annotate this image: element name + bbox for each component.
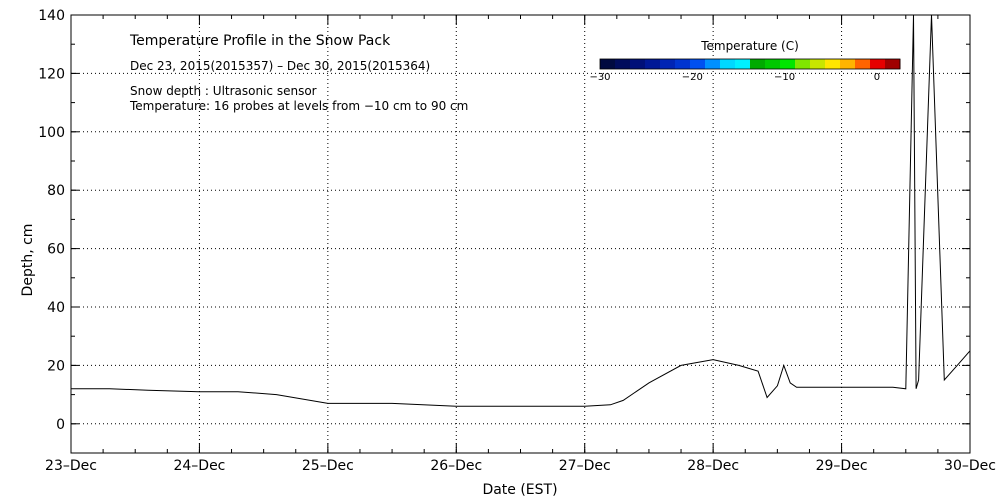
colorbar-cell	[720, 59, 736, 69]
colorbar-frame	[599, 58, 901, 70]
note-temperature: Temperature: 16 probes at levels from −1…	[129, 99, 468, 113]
x-tick-label: 27–Dec	[559, 458, 611, 474]
colorbar-cell	[705, 59, 721, 69]
x-tick-label: 30–Dec	[944, 458, 996, 474]
note-snow-depth: Snow depth : Ultrasonic sensor	[130, 84, 317, 98]
colorbar-cell	[810, 59, 826, 69]
x-tick-label: 24–Dec	[173, 458, 225, 474]
colorbar-tick-label: −20	[682, 72, 703, 83]
colorbar: Temperature (C) −30 −20 −10 0	[589, 39, 901, 83]
y-tick-label: 120	[38, 66, 65, 82]
y-tick-label: 20	[47, 358, 65, 374]
colorbar-cell	[630, 59, 646, 69]
colorbar-cell	[765, 59, 781, 69]
plot-frame	[70, 14, 971, 454]
colorbar-cell	[735, 59, 751, 69]
date-range: Dec 23, 2015(2015357) – Dec 30, 2015(201…	[130, 59, 430, 73]
x-axis-label: Date (EST)	[482, 482, 557, 498]
colorbar-cell	[750, 59, 766, 69]
y-tick-label: 40	[47, 300, 65, 316]
x-tick-label: 29–Dec	[816, 458, 868, 474]
colorbar-cell	[645, 59, 661, 69]
colorbar-cell	[855, 59, 871, 69]
colorbar-cell	[885, 59, 901, 69]
x-tick-label: 23–Dec	[45, 458, 97, 474]
y-axis-label: Depth, cm	[20, 224, 36, 297]
colorbar-cell	[870, 59, 886, 69]
x-tick-label: 25–Dec	[302, 458, 354, 474]
colorbar-cell	[840, 59, 856, 69]
colorbar-cell	[690, 59, 706, 69]
y-axis-ticks: 0 20 40 60 80 100 120 140	[38, 8, 970, 454]
series-layer	[71, 14, 971, 407]
colorbar-cell	[780, 59, 796, 69]
snow-depth-line	[71, 14, 971, 407]
y-tick-label: 0	[56, 417, 65, 433]
y-tick-label: 140	[38, 8, 65, 24]
colorbar-cell	[600, 59, 616, 69]
colorbar-ticks: −30 −20 −10 0	[589, 72, 880, 83]
y-tick-label: 100	[38, 125, 65, 141]
colorbar-cell	[825, 59, 841, 69]
colorbar-title: Temperature (C)	[700, 39, 799, 53]
y-tick-label: 60	[47, 242, 65, 258]
colorbar-cell	[615, 59, 631, 69]
chart-title: Temperature Profile in the Snow Pack	[129, 33, 391, 49]
x-tick-label: 28–Dec	[687, 458, 739, 474]
colorbar-cell	[660, 59, 676, 69]
colorbar-cell	[795, 59, 811, 69]
x-tick-label: 26–Dec	[430, 458, 482, 474]
colorbar-tick-label: 0	[874, 72, 880, 83]
colorbar-tick-label: −10	[774, 72, 795, 83]
colorbar-cells	[599, 58, 901, 70]
y-tick-label: 80	[47, 183, 65, 199]
colorbar-tick-label: −30	[589, 72, 610, 83]
colorbar-cell	[675, 59, 691, 69]
